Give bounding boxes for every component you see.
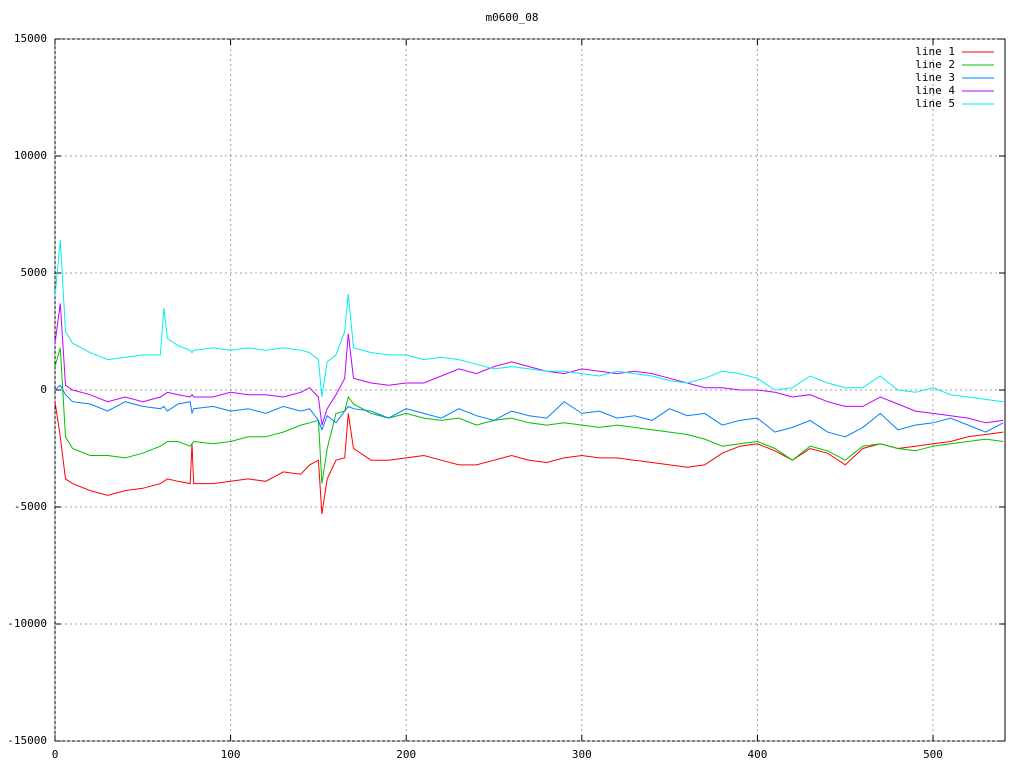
y-tick-label: -15000 bbox=[7, 734, 47, 747]
x-tick-label: 100 bbox=[221, 748, 241, 761]
legend-label: line 1 bbox=[915, 45, 955, 58]
series-line bbox=[54, 303, 1004, 426]
legend-label: line 2 bbox=[915, 58, 955, 71]
y-tick-label: 5000 bbox=[21, 266, 48, 279]
x-tick-label: 400 bbox=[747, 748, 767, 761]
y-tick-label: 0 bbox=[40, 383, 47, 396]
x-tick-label: 200 bbox=[396, 748, 416, 761]
y-tick-label: -5000 bbox=[14, 500, 47, 513]
y-tick-label: 15000 bbox=[14, 32, 47, 45]
series-line bbox=[54, 384, 1004, 438]
y-tick-label: -10000 bbox=[7, 617, 47, 630]
legend-label: line 5 bbox=[915, 97, 955, 110]
legend-label: line 3 bbox=[915, 71, 955, 84]
y-tick-label: 10000 bbox=[14, 149, 47, 162]
x-tick-label: 300 bbox=[572, 748, 592, 761]
x-tick-label: 500 bbox=[923, 748, 943, 761]
x-tick-label: 0 bbox=[52, 748, 59, 761]
series-line bbox=[54, 401, 1004, 515]
series-line bbox=[54, 347, 1004, 484]
series-line bbox=[54, 240, 1004, 403]
legend-label: line 4 bbox=[915, 84, 955, 97]
chart-title: m0600_08 bbox=[486, 11, 539, 24]
